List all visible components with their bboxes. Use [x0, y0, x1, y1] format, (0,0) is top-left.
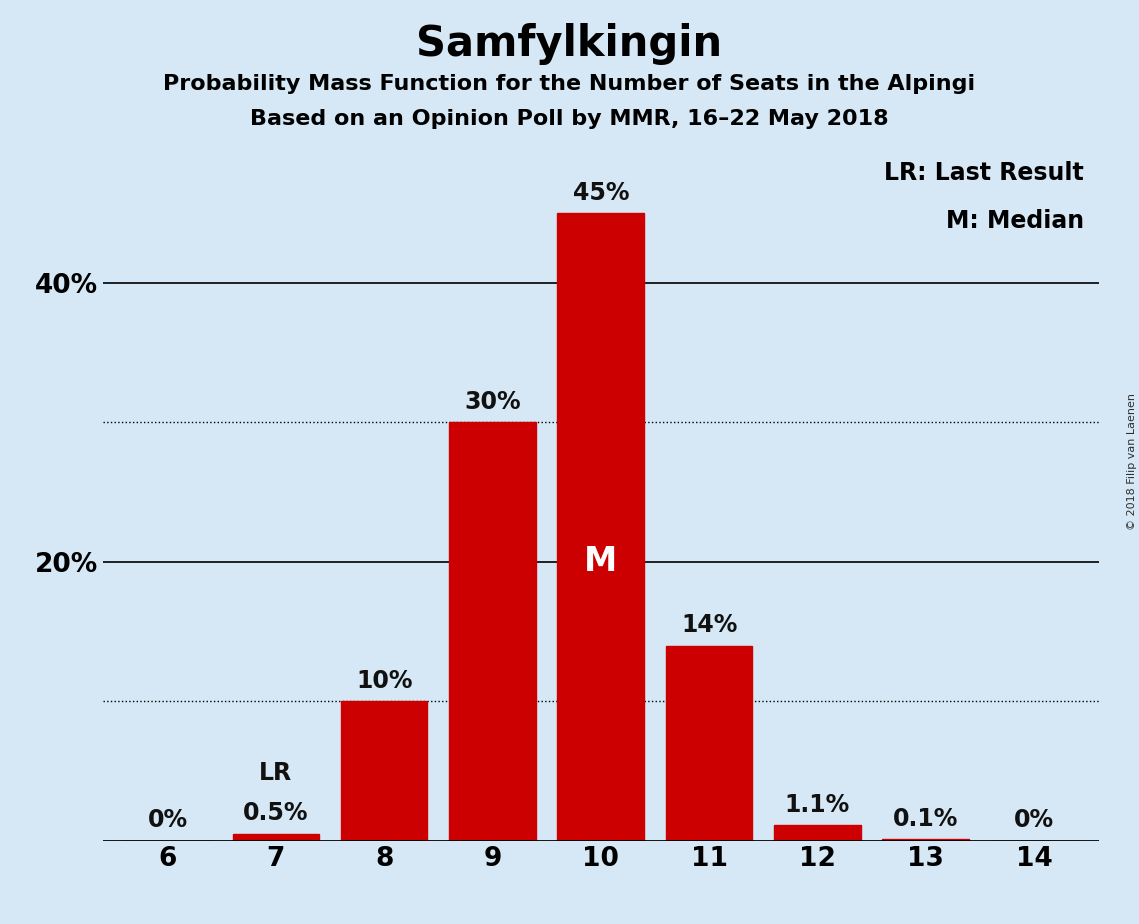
Text: 45%: 45% [573, 180, 629, 204]
Text: © 2018 Filip van Laenen: © 2018 Filip van Laenen [1126, 394, 1137, 530]
Text: 0%: 0% [147, 808, 188, 833]
Bar [341, 701, 427, 841]
Bar [883, 839, 969, 841]
Text: M: M [584, 545, 617, 578]
Text: Based on an Opinion Poll by MMR, 16–22 May 2018: Based on an Opinion Poll by MMR, 16–22 M… [251, 109, 888, 129]
Bar [232, 833, 319, 841]
Text: 10%: 10% [355, 669, 412, 693]
Bar [666, 646, 753, 841]
Bar [775, 825, 861, 841]
Text: Samfylkingin: Samfylkingin [417, 23, 722, 65]
Text: 0%: 0% [1014, 808, 1055, 833]
Text: 0.1%: 0.1% [893, 807, 959, 831]
Text: 0.5%: 0.5% [243, 801, 309, 825]
Text: Probability Mass Function for the Number of Seats in the Alpingi: Probability Mass Function for the Number… [163, 74, 976, 94]
Text: 30%: 30% [465, 390, 521, 414]
Bar [557, 213, 645, 841]
Text: 14%: 14% [681, 614, 737, 638]
Text: 1.1%: 1.1% [785, 793, 850, 817]
Text: M: Median: M: Median [947, 210, 1084, 234]
Text: LR: LR [260, 761, 293, 785]
Bar [449, 422, 535, 841]
Text: LR: Last Result: LR: Last Result [885, 161, 1084, 185]
